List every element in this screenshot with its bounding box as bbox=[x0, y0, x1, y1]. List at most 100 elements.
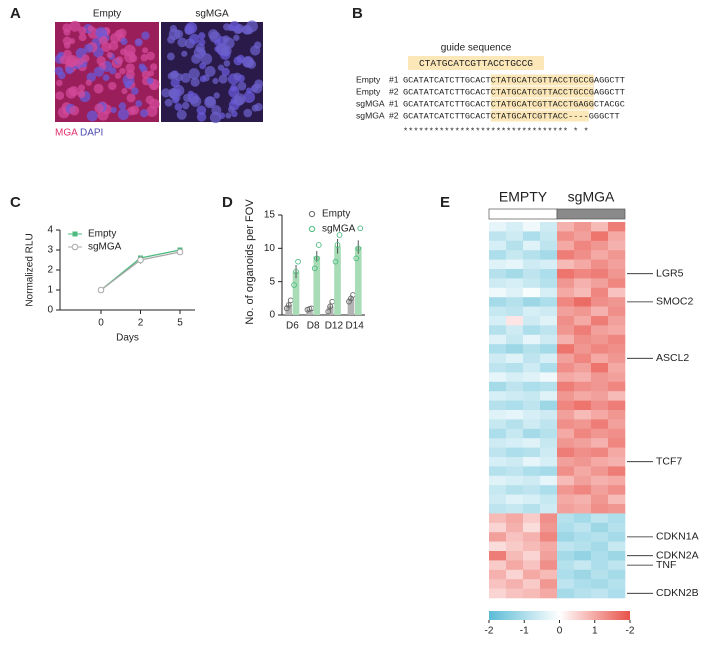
legend-label: Empty bbox=[88, 229, 116, 240]
heat-cell bbox=[506, 410, 524, 420]
heat-cell bbox=[591, 287, 609, 298]
heat-cell bbox=[489, 381, 507, 392]
nucleus bbox=[185, 22, 198, 34]
legend-marker bbox=[71, 243, 79, 251]
y-axis-label: No. of organoids per FOV bbox=[244, 199, 256, 325]
heat-cell bbox=[557, 475, 575, 486]
heat-cell bbox=[540, 344, 558, 354]
nucleus bbox=[135, 100, 143, 108]
heat-cell bbox=[540, 353, 558, 364]
annotation-label: ASCL2 bbox=[656, 352, 689, 364]
heat-cell bbox=[557, 353, 575, 364]
heat-cell bbox=[557, 240, 575, 251]
legend-marker bbox=[308, 210, 316, 218]
heat-cell bbox=[523, 334, 541, 345]
heat-cell bbox=[591, 419, 609, 430]
guide-box bbox=[408, 56, 544, 70]
heat-cell bbox=[608, 287, 626, 298]
heat-cell bbox=[489, 306, 507, 317]
heat-cell bbox=[540, 240, 558, 251]
heat-cell bbox=[523, 485, 541, 495]
heat-cell bbox=[489, 504, 507, 514]
nucleus bbox=[108, 81, 117, 91]
heat-cell bbox=[540, 316, 558, 326]
heat-cell bbox=[591, 316, 609, 326]
heat-cell bbox=[489, 466, 507, 477]
heat-cell bbox=[506, 316, 524, 326]
heat-cell bbox=[540, 391, 558, 401]
marker bbox=[137, 256, 144, 264]
heat-cell bbox=[574, 569, 592, 580]
nucleus bbox=[141, 70, 151, 79]
heat-cell bbox=[523, 513, 541, 524]
heat-cell bbox=[540, 259, 558, 270]
nucleus bbox=[149, 98, 160, 110]
nucleus bbox=[131, 87, 139, 95]
heat-cell bbox=[489, 428, 507, 439]
heat-cell bbox=[574, 522, 592, 533]
nucleus bbox=[209, 111, 222, 124]
data-point bbox=[334, 242, 341, 248]
heat-cell bbox=[574, 475, 592, 486]
heat-cell bbox=[506, 278, 524, 289]
heat-cell bbox=[608, 513, 626, 524]
nucleus bbox=[174, 103, 183, 111]
heat-cell bbox=[574, 278, 592, 289]
heat-cell bbox=[489, 334, 507, 345]
heat-cell bbox=[557, 344, 575, 354]
nucleus bbox=[190, 77, 200, 87]
heat-cell bbox=[523, 410, 541, 420]
heat-cell bbox=[506, 363, 524, 373]
heat-cell bbox=[574, 579, 592, 589]
heat-cell bbox=[608, 297, 626, 307]
heat-cell bbox=[591, 240, 609, 251]
heat-cell bbox=[489, 579, 507, 589]
heat-cell bbox=[574, 410, 592, 420]
heat-cell bbox=[591, 466, 609, 477]
nucleus bbox=[212, 77, 219, 85]
heat-cell bbox=[608, 541, 626, 552]
y-tick-label: 10 bbox=[264, 243, 276, 254]
heat-cell bbox=[557, 363, 575, 373]
nucleus bbox=[69, 20, 81, 32]
heat-cell bbox=[591, 400, 609, 411]
nucleus bbox=[190, 95, 202, 107]
heat-cell bbox=[540, 532, 558, 542]
heat-cell bbox=[574, 250, 592, 260]
nucleus bbox=[55, 91, 65, 100]
heat-cell bbox=[557, 494, 575, 505]
heat-cell bbox=[540, 250, 558, 260]
heat-cell bbox=[523, 400, 541, 411]
heat-cell bbox=[523, 306, 541, 317]
heat-cell bbox=[540, 569, 558, 580]
panel-letter: C bbox=[10, 194, 21, 211]
heat-cell bbox=[506, 250, 524, 260]
heat-cell bbox=[574, 353, 592, 364]
micrograph bbox=[54, 20, 160, 122]
heat-cell bbox=[574, 344, 592, 354]
heat-cell bbox=[574, 316, 592, 326]
heat-cell bbox=[557, 447, 575, 458]
heat-cell bbox=[591, 447, 609, 458]
heat-cell bbox=[557, 410, 575, 420]
heat-cell bbox=[608, 240, 626, 251]
heat-cell bbox=[540, 372, 558, 383]
heat-cell bbox=[557, 569, 575, 580]
heat-cell bbox=[591, 428, 609, 439]
heat-cell bbox=[540, 410, 558, 420]
heat-cell bbox=[608, 532, 626, 542]
heat-cell bbox=[557, 466, 575, 477]
colorbar-label: -2 bbox=[485, 626, 494, 637]
heat-cell bbox=[574, 447, 592, 458]
heat-cell bbox=[591, 306, 609, 317]
nucleus bbox=[138, 63, 146, 70]
nucleus bbox=[65, 65, 74, 75]
x-tick-label: 2 bbox=[138, 318, 144, 329]
heat-cell bbox=[591, 269, 609, 279]
heat-cell bbox=[557, 485, 575, 495]
annotation-label: TCF7 bbox=[656, 455, 682, 467]
nucleus bbox=[215, 43, 227, 54]
sequence: CTATGCATCGTTACC---- bbox=[491, 111, 589, 121]
heat-cell bbox=[574, 231, 592, 242]
heat-cell bbox=[591, 297, 609, 307]
